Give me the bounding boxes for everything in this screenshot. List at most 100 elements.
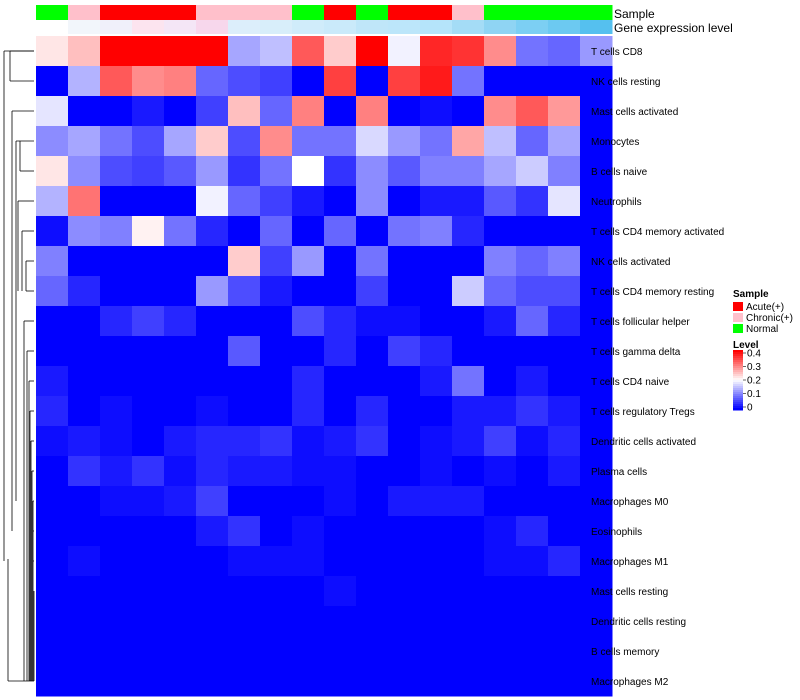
heatmap-cell [484, 456, 517, 487]
heatmap-cell [580, 516, 613, 547]
heatmap-cell [516, 396, 549, 427]
heatmap-cell [580, 276, 613, 307]
heatmap-cell [196, 576, 229, 607]
heatmap-cell [324, 66, 357, 97]
heatmap-cell [132, 276, 165, 307]
row-label: B cells naive [591, 167, 648, 178]
heatmap-cell [164, 456, 197, 487]
heatmap-cell [164, 216, 197, 247]
heatmap-cell [356, 426, 389, 457]
heatmap-cell [516, 306, 549, 337]
heatmap-cell [388, 396, 421, 427]
heatmap-cell [452, 426, 485, 457]
heatmap-cell [260, 426, 293, 457]
heatmap-cell [420, 276, 453, 307]
heatmap-cell [260, 216, 293, 247]
row-label: Eosinophils [591, 527, 642, 538]
heatmap-cell [292, 216, 325, 247]
heatmap-cell [388, 66, 421, 97]
level-legend-gradient-step [733, 402, 743, 405]
sample-annotation-cell [548, 5, 581, 20]
level-legend-gradient-step [733, 406, 743, 409]
heatmap-cell [100, 546, 133, 577]
heatmap-cell [516, 666, 549, 697]
sample-annotation-cell [420, 5, 453, 20]
heatmap-cell [548, 216, 581, 247]
heatmap-cell [356, 336, 389, 367]
heatmap-cell [132, 486, 165, 517]
row-label: NK cells resting [591, 77, 660, 88]
heatmap-cell [580, 606, 613, 637]
heatmap-cell [420, 396, 453, 427]
heatmap-cell [452, 246, 485, 277]
sample-annotation-cell [196, 5, 229, 20]
heatmap-cell [36, 426, 69, 457]
column-annotations [36, 5, 613, 34]
heatmap-cell [324, 456, 357, 487]
heatmap-cell [388, 96, 421, 127]
heatmap-cell [388, 636, 421, 667]
heatmap-cell [164, 156, 197, 187]
level-legend-gradient-step [733, 368, 743, 371]
heatmap-cell [548, 36, 581, 67]
heatmap-cell [292, 456, 325, 487]
row-label: Macrophages M1 [591, 557, 669, 568]
heatmap-cell [580, 336, 613, 367]
heatmap-cell [196, 456, 229, 487]
heatmap-cell [388, 366, 421, 397]
heatmap-cell [388, 336, 421, 367]
heatmap-cell [68, 546, 101, 577]
heatmap-cell [420, 516, 453, 547]
level-legend-gradient-step [733, 382, 743, 385]
heatmap-cell [228, 486, 261, 517]
heatmap-cell [484, 246, 517, 277]
heatmap-cell [452, 186, 485, 217]
sample-legend-swatch [733, 313, 743, 322]
heatmap-cell [228, 66, 261, 97]
heatmap-cell [548, 396, 581, 427]
heatmap-cell [548, 246, 581, 277]
heatmap-cell [36, 546, 69, 577]
expression-annotation-cell [324, 20, 357, 34]
heatmap-cell [228, 246, 261, 277]
sample-legend-label: Acute(+) [746, 302, 784, 313]
heatmap-cell [196, 246, 229, 277]
heatmap-cell [100, 36, 133, 67]
sample-legend-swatch [733, 302, 743, 311]
heatmap-cell [68, 306, 101, 337]
heatmap-cell [132, 396, 165, 427]
heatmap-cell [548, 546, 581, 577]
heatmap-cell [580, 636, 613, 667]
sample-legend-label: Chronic(+) [746, 313, 793, 324]
heatmap-cell [228, 666, 261, 697]
heatmap-cell [164, 336, 197, 367]
heatmap-cell [260, 606, 293, 637]
heatmap-cell [36, 576, 69, 607]
heatmap-cell [580, 156, 613, 187]
heatmap-cell [452, 666, 485, 697]
level-legend-gradient-step [733, 376, 743, 379]
heatmap-cell [196, 666, 229, 697]
sample-annotation-cell [164, 5, 197, 20]
expression-annotation-cell [36, 20, 69, 34]
heatmap-cell [356, 96, 389, 127]
level-legend-gradient-step [733, 364, 743, 367]
heatmap-cell [548, 456, 581, 487]
heatmap-cell [36, 66, 69, 97]
heatmap-cell [452, 306, 485, 337]
heatmap-cell [484, 576, 517, 607]
heatmap-cell [324, 246, 357, 277]
heatmap-cell [548, 666, 581, 697]
heatmap-cell [548, 306, 581, 337]
heatmap-cell [388, 666, 421, 697]
heatmap-cell [292, 126, 325, 157]
heatmap-cell [388, 546, 421, 577]
row-label: T cells CD4 naive [591, 377, 670, 388]
heatmap-cell [68, 426, 101, 457]
heatmap-cell [68, 456, 101, 487]
heatmap-cell [548, 516, 581, 547]
level-legend-tick-label: 0.3 [747, 362, 761, 373]
row-label: NK cells activated [591, 257, 670, 268]
heatmap-cell [548, 486, 581, 517]
heatmap-cell [228, 396, 261, 427]
